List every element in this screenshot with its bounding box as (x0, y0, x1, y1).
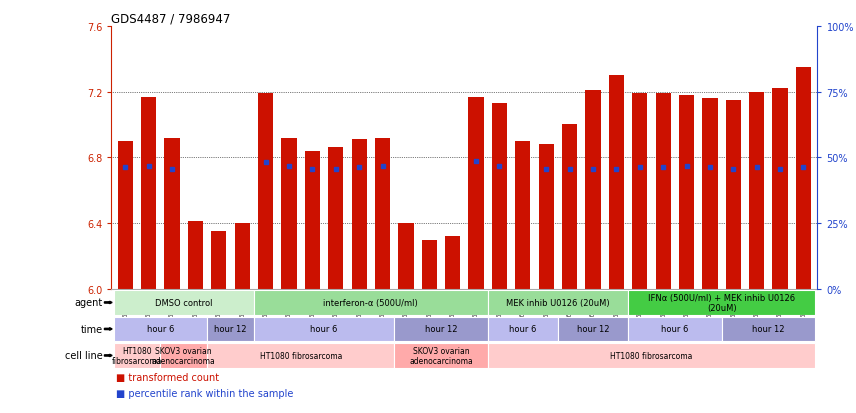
Text: hour 6: hour 6 (311, 325, 338, 334)
Text: ■ percentile rank within the sample: ■ percentile rank within the sample (116, 388, 293, 398)
Bar (114, 317, 207, 342)
Bar (488, 317, 558, 342)
Text: SKOV3 ovarian
adenocarcinoma: SKOV3 ovarian adenocarcinoma (409, 346, 473, 365)
Bar (562, 125, 577, 289)
Text: hour 12: hour 12 (214, 325, 247, 334)
Bar (305, 152, 320, 289)
Bar (468, 97, 484, 289)
Bar (538, 145, 554, 289)
Bar (160, 343, 207, 368)
Bar (586, 91, 601, 289)
Bar (114, 290, 254, 315)
Bar (488, 290, 628, 315)
Text: interferon-α (500U/ml): interferon-α (500U/ml) (324, 298, 419, 307)
Text: HT1080
fibrosarcoma: HT1080 fibrosarcoma (112, 346, 162, 365)
Bar (515, 142, 531, 289)
Text: hour 12: hour 12 (425, 325, 457, 334)
Bar (398, 223, 413, 289)
Bar (656, 94, 671, 289)
Bar (187, 222, 203, 289)
Bar (702, 99, 717, 289)
Bar (328, 148, 343, 289)
Text: hour 12: hour 12 (577, 325, 609, 334)
Bar (679, 96, 694, 289)
Bar (726, 101, 741, 289)
Bar (375, 138, 390, 289)
Bar (628, 317, 722, 342)
Text: HT1080 fibrosarcoma: HT1080 fibrosarcoma (259, 351, 342, 360)
Text: agent: agent (74, 298, 103, 308)
Bar (164, 138, 180, 289)
Bar (395, 317, 488, 342)
Bar (207, 317, 254, 342)
Bar (558, 317, 628, 342)
Bar (254, 317, 395, 342)
Bar (254, 290, 488, 315)
Text: ■ transformed count: ■ transformed count (116, 373, 218, 382)
Text: hour 6: hour 6 (509, 325, 537, 334)
Bar (282, 138, 296, 289)
Text: GDS4487 / 7986947: GDS4487 / 7986947 (111, 13, 230, 26)
Bar (207, 343, 395, 368)
Text: cell line: cell line (65, 351, 103, 361)
Bar (422, 240, 437, 289)
Bar (445, 237, 461, 289)
Bar (633, 94, 647, 289)
Bar (395, 343, 488, 368)
Text: IFNα (500U/ml) + MEK inhib U0126
(20uM): IFNα (500U/ml) + MEK inhib U0126 (20uM) (648, 293, 795, 312)
Bar (796, 68, 811, 289)
Text: hour 12: hour 12 (752, 325, 785, 334)
Text: MEK inhib U0126 (20uM): MEK inhib U0126 (20uM) (506, 298, 609, 307)
Bar (352, 140, 366, 289)
Bar (628, 290, 815, 315)
Bar (772, 89, 788, 289)
Bar (258, 94, 273, 289)
Bar (141, 97, 157, 289)
Text: time: time (80, 324, 103, 334)
Text: hour 6: hour 6 (661, 325, 688, 334)
Text: SKOV3 ovarian
adenocarcinoma: SKOV3 ovarian adenocarcinoma (152, 346, 216, 365)
Bar (118, 142, 133, 289)
Bar (488, 343, 815, 368)
Text: HT1080 fibrosarcoma: HT1080 fibrosarcoma (610, 351, 693, 360)
Bar (114, 343, 160, 368)
Bar (609, 76, 624, 289)
Bar (492, 104, 507, 289)
Bar (211, 232, 227, 289)
Text: DMSO control: DMSO control (155, 298, 212, 307)
Bar (722, 317, 815, 342)
Bar (749, 93, 764, 289)
Bar (235, 223, 250, 289)
Text: hour 6: hour 6 (146, 325, 174, 334)
